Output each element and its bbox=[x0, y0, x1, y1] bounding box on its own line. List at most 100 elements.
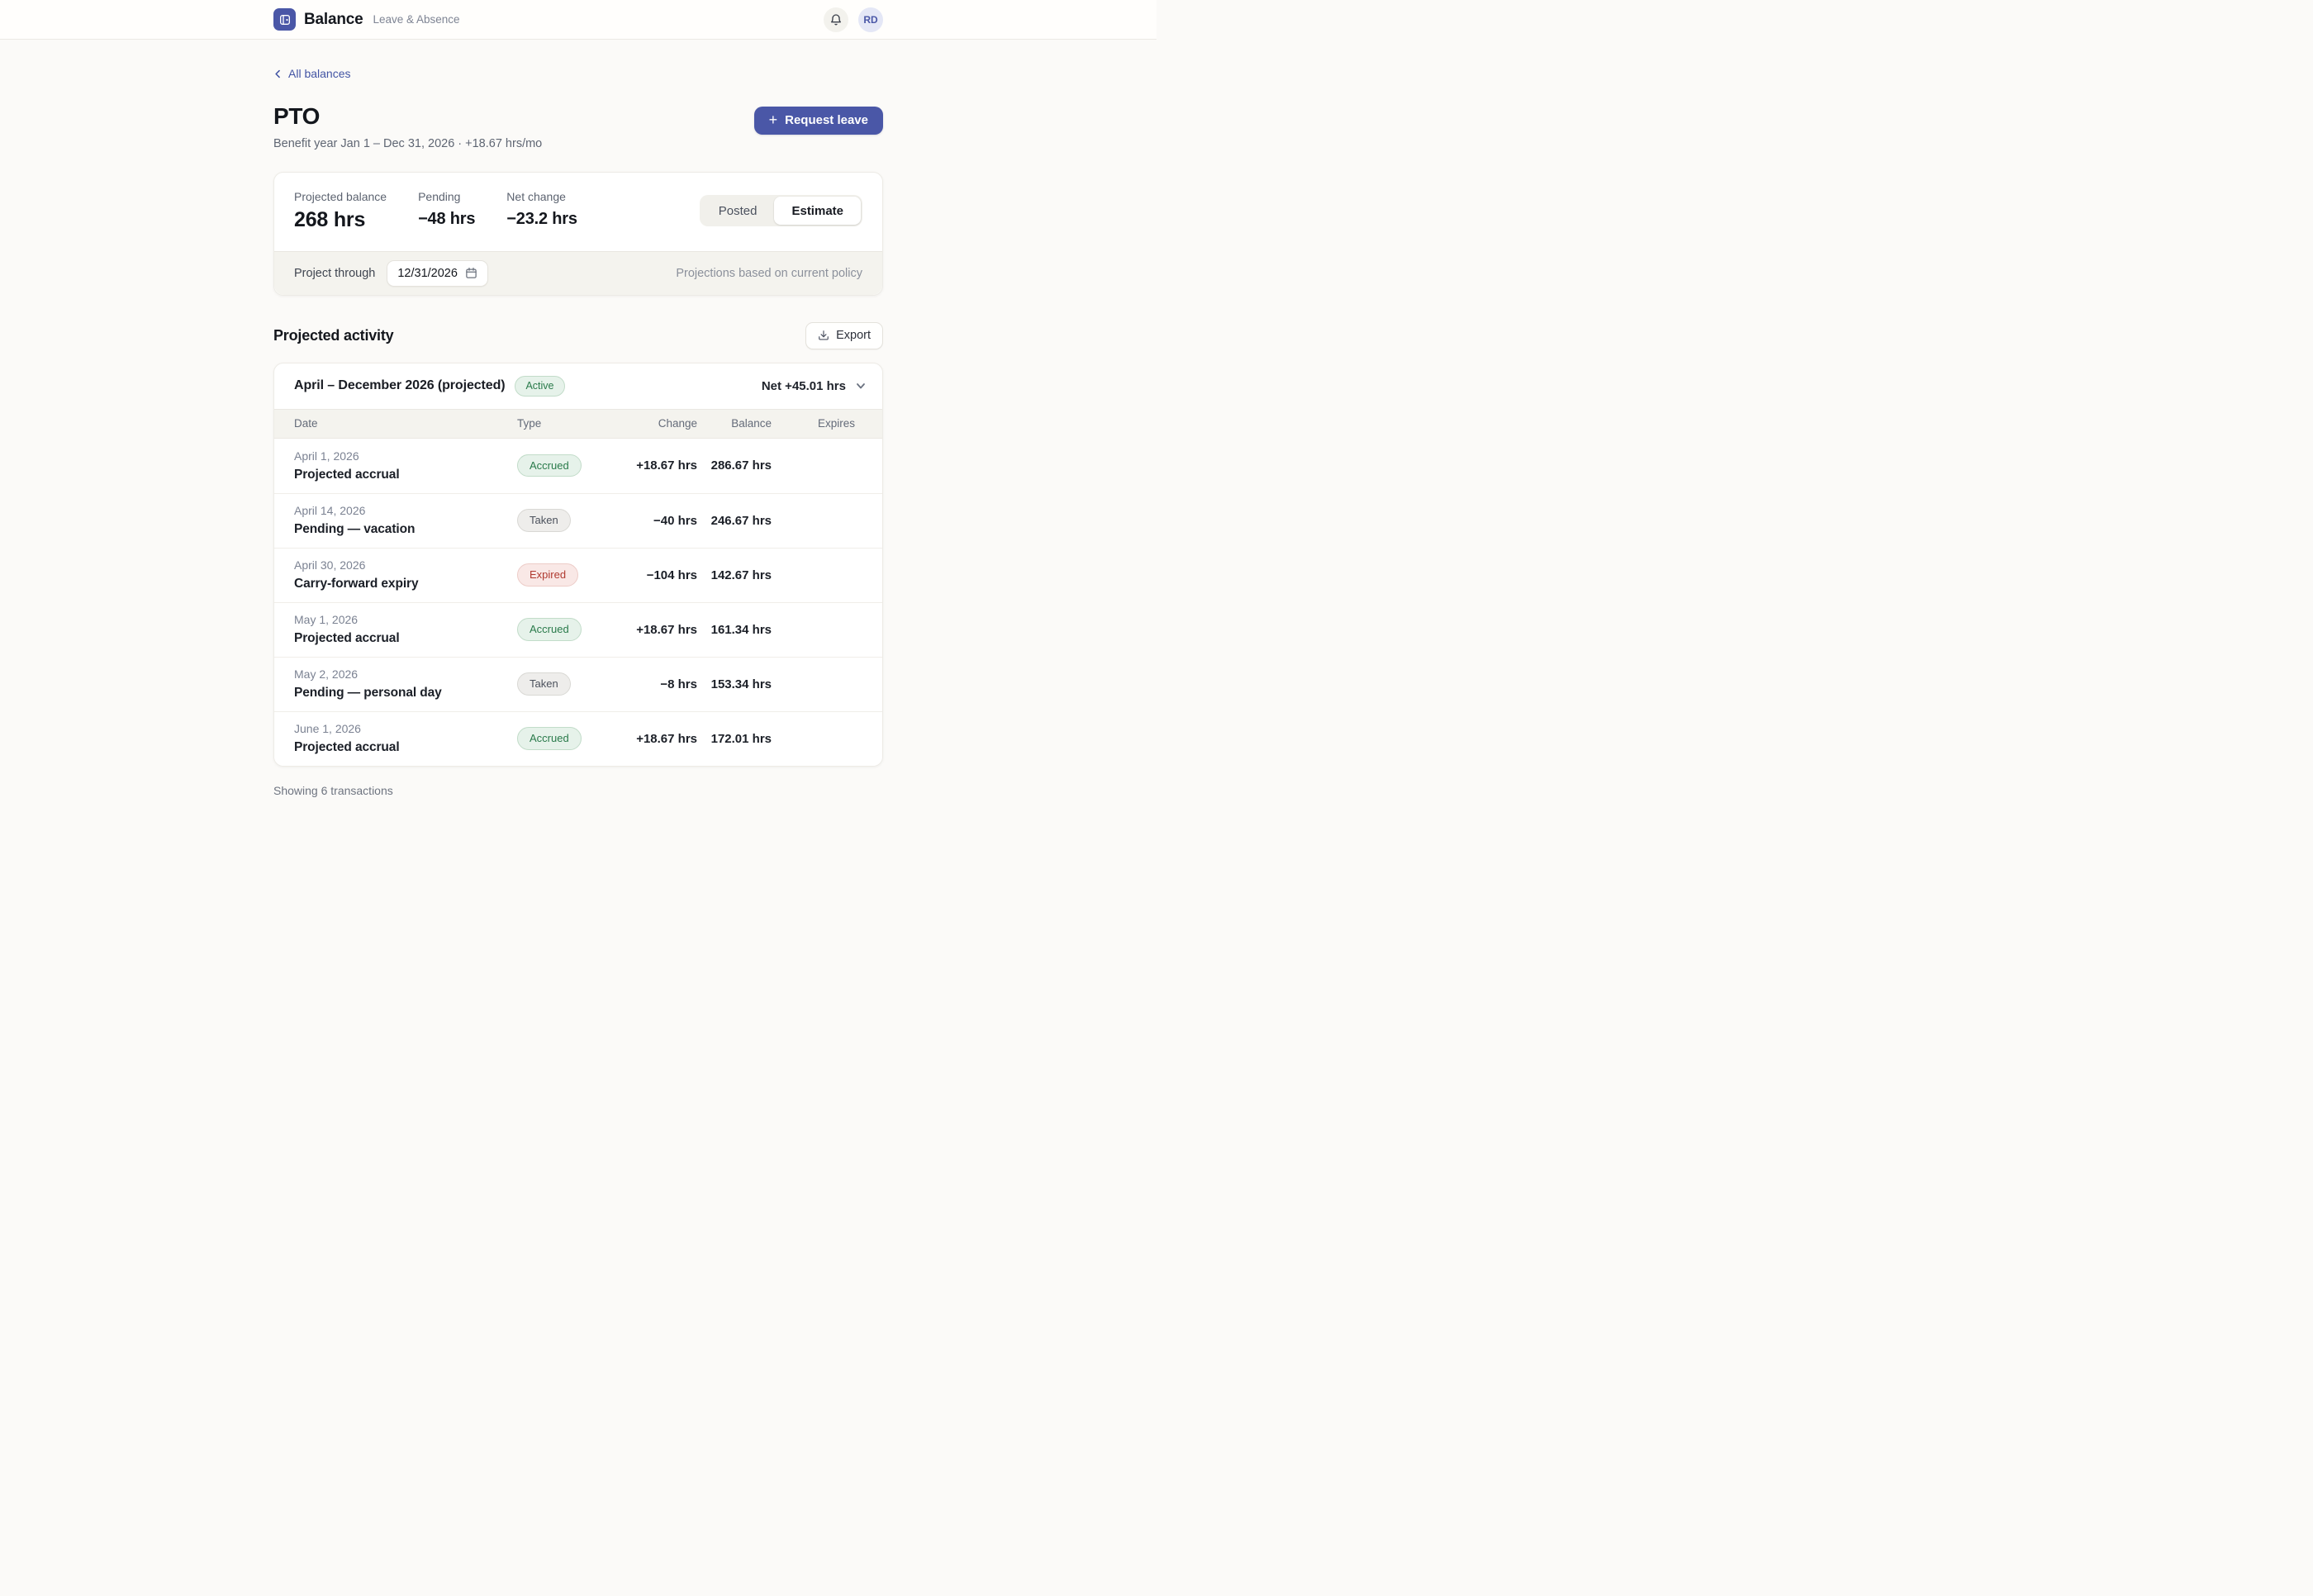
table-row: April 1, 2026 Projected accrual Accrued … bbox=[274, 438, 882, 493]
group-net-total: Net +45.01 hrs bbox=[761, 378, 846, 393]
activity-heading: Projected activity bbox=[273, 326, 394, 344]
row-date: June 1, 2026 bbox=[294, 722, 361, 735]
page-subtitle: Benefit year Jan 1 – Dec 31, 2026 · +18.… bbox=[273, 136, 543, 150]
row-balance: 161.34 hrs bbox=[710, 622, 772, 637]
row-date: May 1, 2026 bbox=[294, 613, 359, 626]
type-badge: Accrued bbox=[517, 618, 582, 641]
breadcrumb-label: All balances bbox=[288, 67, 351, 80]
page-title: PTO bbox=[273, 102, 321, 129]
row-description: Pending — personal day bbox=[294, 686, 442, 700]
bell-icon bbox=[831, 13, 841, 25]
row-type-cell: Accrued bbox=[517, 454, 625, 477]
notifications-button[interactable] bbox=[824, 7, 848, 32]
row-balance: 142.67 hrs bbox=[710, 568, 772, 582]
row-change: −40 hrs bbox=[653, 513, 697, 528]
posted-estimate-toggle: Posted Estimate bbox=[699, 195, 862, 226]
chevron-down-icon bbox=[857, 383, 865, 389]
activity-group-header[interactable]: April – December 2026 (projected) Active… bbox=[274, 363, 882, 409]
table-row: April 30, 2026 Carry-forward expiry Expi… bbox=[274, 547, 882, 602]
wallet-logo-icon bbox=[273, 8, 296, 31]
table-row: May 1, 2026 Projected accrual Accrued +1… bbox=[274, 601, 882, 657]
summary-card: Projected balance 268 hrs Pending −48 hr… bbox=[273, 171, 883, 296]
row-date-cell: June 1, 2026 Projected accrual bbox=[294, 722, 517, 755]
row-change: −104 hrs bbox=[646, 568, 697, 582]
type-badge: Taken bbox=[517, 509, 571, 532]
calendar-icon bbox=[466, 267, 477, 278]
row-type-cell: Expired bbox=[517, 563, 625, 587]
column-header-date: Date bbox=[294, 417, 318, 430]
app-name: Balance bbox=[304, 10, 363, 28]
stat-value: −48 hrs bbox=[418, 209, 476, 228]
row-change: −8 hrs bbox=[660, 677, 697, 691]
download-icon bbox=[819, 330, 829, 340]
row-balance: 246.67 hrs bbox=[710, 513, 772, 528]
row-description: Projected accrual bbox=[294, 467, 400, 482]
row-date: May 2, 2026 bbox=[294, 667, 359, 681]
brand: Balance Leave & Absence bbox=[273, 8, 460, 31]
type-badge: Accrued bbox=[517, 454, 582, 477]
stat-label: Pending bbox=[418, 189, 461, 203]
row-date-cell: May 1, 2026 Projected accrual bbox=[294, 613, 517, 646]
table-row: April 14, 2026 Pending — vacation Taken … bbox=[274, 492, 882, 548]
breadcrumb-back-link[interactable]: All balances bbox=[273, 67, 351, 80]
row-date-cell: May 2, 2026 Pending — personal day bbox=[294, 667, 517, 701]
row-balance: 286.67 hrs bbox=[710, 458, 772, 473]
row-date: April 30, 2026 bbox=[294, 558, 366, 572]
row-date-cell: April 14, 2026 Pending — vacation bbox=[294, 504, 517, 537]
toggle-option-estimate[interactable]: Estimate bbox=[774, 197, 861, 225]
row-balance: 172.01 hrs bbox=[710, 731, 772, 746]
row-date-cell: April 1, 2026 Projected accrual bbox=[294, 449, 517, 482]
row-change: +18.67 hrs bbox=[636, 731, 697, 746]
request-leave-label: Request leave bbox=[785, 113, 868, 127]
stat-pending: Pending −48 hrs bbox=[418, 190, 475, 232]
export-label: Export bbox=[836, 329, 871, 342]
table-row: May 2, 2026 Pending — personal day Taken… bbox=[274, 656, 882, 711]
stat-projected-balance: Projected balance 268 hrs bbox=[294, 190, 387, 232]
row-type-cell: Taken bbox=[517, 672, 625, 696]
avatar[interactable]: RD bbox=[858, 7, 883, 32]
table-body: April 1, 2026 Projected accrual Accrued … bbox=[274, 438, 882, 766]
project-through-value: 12/31/2026 bbox=[397, 266, 458, 280]
row-description: Projected accrual bbox=[294, 631, 400, 645]
type-badge: Taken bbox=[517, 672, 571, 696]
toggle-option-posted[interactable]: Posted bbox=[701, 197, 775, 225]
row-description: Projected accrual bbox=[294, 740, 400, 754]
row-description: Carry-forward expiry bbox=[294, 577, 419, 591]
row-date-cell: April 30, 2026 Carry-forward expiry bbox=[294, 558, 517, 591]
row-change: +18.67 hrs bbox=[636, 458, 697, 473]
transactions-count: Showing 6 transactions bbox=[273, 783, 393, 797]
row-type-cell: Accrued bbox=[517, 618, 625, 641]
top-bar: Balance Leave & Absence RD bbox=[0, 0, 1156, 40]
app-subtitle: Leave & Absence bbox=[373, 13, 460, 26]
row-type-cell: Accrued bbox=[517, 727, 625, 750]
activity-card: April – December 2026 (projected) Active… bbox=[273, 362, 883, 767]
group-title: April – December 2026 (projected) bbox=[294, 378, 506, 392]
project-through-label: Project through bbox=[294, 266, 376, 280]
row-type-cell: Taken bbox=[517, 509, 625, 532]
row-change: +18.67 hrs bbox=[636, 622, 697, 637]
stat-value: −23.2 hrs bbox=[506, 209, 577, 228]
column-header-balance: Balance bbox=[731, 417, 772, 430]
main-content: All balances PTO Benefit year Jan 1 – De… bbox=[0, 40, 1156, 847]
export-button[interactable]: Export bbox=[805, 321, 883, 349]
stat-net-change: Net change −23.2 hrs bbox=[506, 190, 577, 232]
plus-icon: + bbox=[768, 112, 778, 128]
stat-label: Projected balance bbox=[294, 189, 387, 203]
type-badge: Expired bbox=[517, 563, 579, 587]
stat-label: Net change bbox=[506, 189, 566, 203]
active-badge: Active bbox=[515, 375, 565, 397]
column-header-type: Type bbox=[517, 417, 542, 430]
row-date: April 1, 2026 bbox=[294, 449, 359, 463]
column-header-expires: Expires bbox=[817, 417, 855, 430]
projection-note: Projections based on current policy bbox=[676, 266, 862, 280]
table-header: Date Type Change Balance Expires bbox=[274, 408, 882, 439]
row-description: Pending — vacation bbox=[294, 522, 416, 536]
chevron-left-icon bbox=[275, 69, 280, 78]
row-balance: 153.34 hrs bbox=[710, 677, 772, 691]
stat-value: 268 hrs bbox=[294, 207, 366, 231]
table-row: June 1, 2026 Projected accrual Accrued +… bbox=[274, 710, 882, 766]
project-through-input[interactable]: 12/31/2026 bbox=[387, 259, 488, 287]
type-badge: Accrued bbox=[517, 727, 582, 750]
row-date: April 14, 2026 bbox=[294, 504, 366, 517]
request-leave-button[interactable]: + Request leave bbox=[753, 106, 883, 135]
